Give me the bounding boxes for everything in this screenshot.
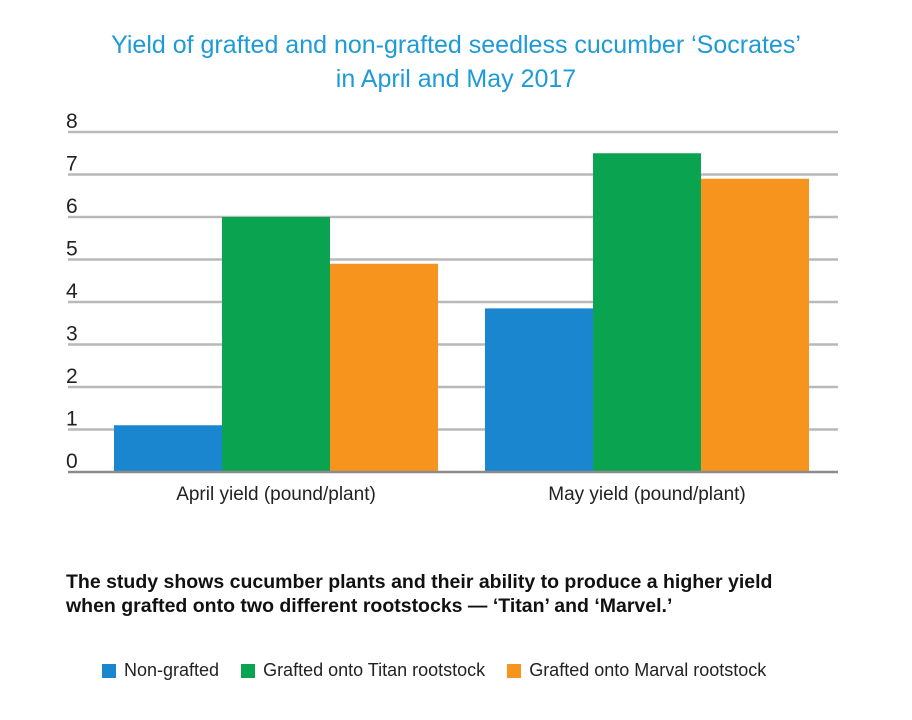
bar-chart: 0 1 2 3 4 5 6 7 8 April yield (pound/plant) May y… xyxy=(66,110,838,505)
caption-line-1: The study shows cucumber plants and thei… xyxy=(66,571,773,593)
legend-item-non-grafted: Non-grafted xyxy=(102,660,219,681)
legend-item-titan: Grafted onto Titan rootstock xyxy=(241,660,485,681)
legend: Non-grafted Grafted onto Titan rootstock… xyxy=(102,660,788,681)
y-tick-label: 2 xyxy=(66,365,78,388)
y-tick-label: 6 xyxy=(66,195,78,218)
y-tick-label: 4 xyxy=(66,280,78,303)
legend-swatch-marval xyxy=(507,663,522,678)
category-labels: April yield (pound/plant) May yield (poun… xyxy=(176,484,746,505)
bar xyxy=(114,425,222,472)
category-label: April yield (pound/plant) xyxy=(176,484,376,505)
bar xyxy=(701,178,809,472)
y-tick-labels: 0 1 2 3 4 5 6 7 8 xyxy=(66,110,78,473)
chart-title: Yield of grafted and non-grafted seedles… xyxy=(0,28,912,96)
bar xyxy=(593,153,701,472)
caption-line-2: when grafted onto two different rootstoc… xyxy=(66,595,673,617)
y-tick-label: 5 xyxy=(66,238,78,261)
y-tick-label: 1 xyxy=(66,408,78,431)
bars xyxy=(114,153,809,472)
bar xyxy=(485,308,593,472)
caption: The study shows cucumber plants and thei… xyxy=(66,570,866,618)
chart-title-line-2: in April and May 2017 xyxy=(335,65,577,93)
legend-item-marval: Grafted onto Marval rootstock xyxy=(507,660,766,681)
y-tick-label: 7 xyxy=(66,153,78,176)
legend-label-non-grafted: Non-grafted xyxy=(124,660,220,680)
bar xyxy=(222,217,330,472)
y-tick-label: 8 xyxy=(66,110,78,133)
y-tick-label: 3 xyxy=(66,323,78,346)
legend-label-titan: Grafted onto Titan rootstock xyxy=(263,660,486,680)
legend-swatch-non-grafted xyxy=(102,663,116,678)
chart-title-line-1: Yield of grafted and non-grafted seedles… xyxy=(111,31,801,59)
y-tick-label: 0 xyxy=(66,450,78,473)
legend-label-marval: Grafted onto Marval rootstock xyxy=(529,660,767,680)
category-label: May yield (pound/plant) xyxy=(548,484,746,505)
legend-swatch-titan xyxy=(241,663,256,678)
bar xyxy=(330,263,438,472)
